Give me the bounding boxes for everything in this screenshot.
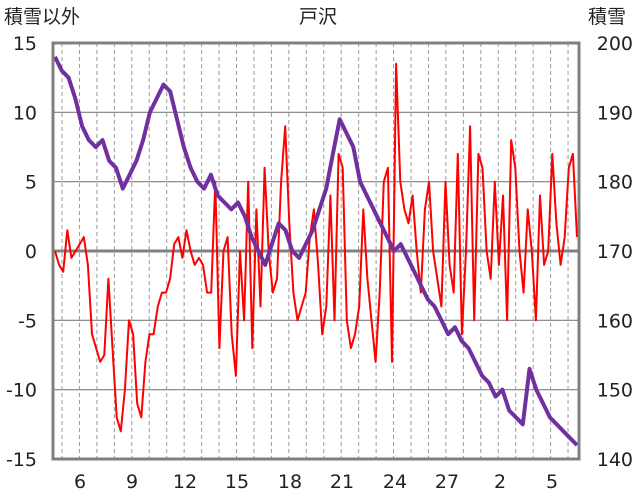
horizontal-gridlines	[53, 111, 579, 391]
x-tick-label: 18	[278, 471, 302, 493]
series-line-temp	[54, 62, 578, 433]
vertical-gridlines	[61, 43, 569, 459]
right-y-tick-label: 170	[597, 241, 633, 263]
x-tick-label: 15	[225, 471, 249, 493]
x-tick-label: 21	[330, 471, 354, 493]
series-line-snow_depth	[53, 56, 579, 447]
right-y-tick-label: 140	[597, 449, 633, 471]
x-tick-labels: 6 9 12 15 18 21 24 27 2 5	[74, 471, 558, 493]
left-axis-label: 積雪以外	[4, 6, 80, 28]
left-y-tick-label: 5	[25, 172, 37, 194]
left-y-tick-label: -15	[6, 449, 37, 471]
right-y-tick-label: 150	[597, 380, 633, 402]
left-y-tick-label: -10	[6, 380, 37, 402]
x-tick-label: 6	[74, 471, 86, 493]
left-y-tick-label: 10	[13, 102, 37, 124]
x-tick-label: 27	[435, 471, 459, 493]
left-y-tick-labels: 15 10 5 0 -5 -10 -15	[6, 33, 37, 471]
right-y-tick-labels: 200 190 180 170 160 150 140	[597, 33, 633, 471]
x-tick-label: 2	[494, 471, 506, 493]
x-tick-label: 5	[546, 471, 558, 493]
right-y-tick-label: 190	[597, 102, 633, 124]
right-y-tick-label: 160	[597, 310, 633, 332]
x-tick-label: 24	[383, 471, 407, 493]
right-y-tick-label: 180	[597, 172, 633, 194]
series-layer	[53, 56, 579, 447]
x-tick-label: 12	[173, 471, 197, 493]
left-y-tick-label: -5	[18, 310, 37, 332]
chart-title: 戸沢	[299, 6, 337, 28]
x-tick-label: 9	[126, 471, 138, 493]
left-y-tick-label: 0	[25, 241, 37, 263]
right-y-tick-label: 200	[597, 33, 633, 55]
right-axis-label: 積雪	[588, 6, 626, 28]
plot-frame	[51, 41, 581, 461]
left-y-tick-label: 15	[13, 33, 37, 55]
